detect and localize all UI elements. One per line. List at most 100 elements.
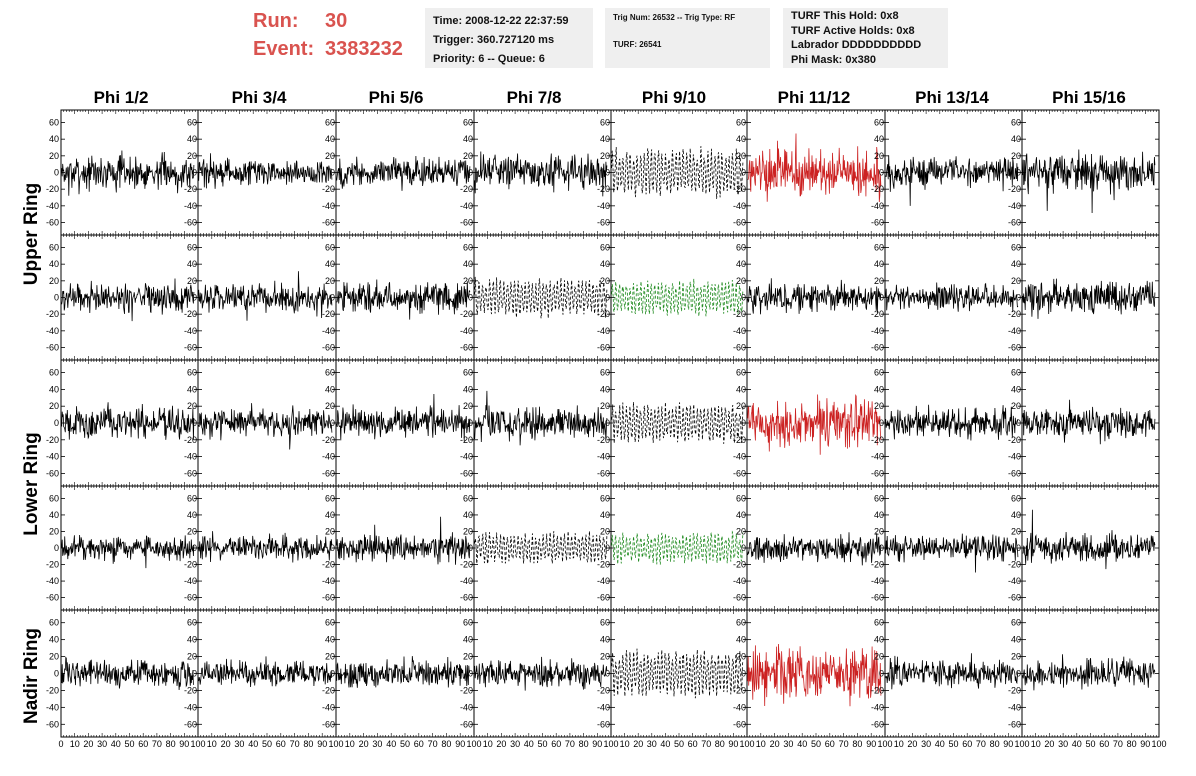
- y-tick-label: 60: [187, 618, 197, 628]
- y-tick-label: 0: [192, 669, 197, 679]
- y-tick-label: -60: [733, 719, 746, 729]
- x-tick-label: 80: [166, 739, 176, 749]
- y-tick-label: -20: [460, 435, 473, 445]
- y-tick-label: 20: [49, 276, 59, 286]
- y-tick-label: -20: [733, 560, 746, 570]
- y-tick-label: 60: [463, 243, 473, 253]
- y-tick-label: 40: [1011, 259, 1021, 269]
- y-tick-label: -60: [1008, 343, 1021, 353]
- y-tick-label: -40: [597, 452, 610, 462]
- y-tick-label: -60: [322, 343, 335, 353]
- y-tick-label: 20: [463, 652, 473, 662]
- y-tick-label: -60: [322, 218, 335, 228]
- x-tick-label: 70: [976, 739, 986, 749]
- waveform-trace: [337, 517, 470, 565]
- x-tick-label: 10: [345, 739, 355, 749]
- x-tick-label: 90: [317, 739, 327, 749]
- y-tick-label: 20: [1011, 276, 1021, 286]
- y-tick-label: -60: [871, 593, 884, 603]
- y-tick-label: -20: [460, 685, 473, 695]
- y-tick-label: -20: [46, 184, 59, 194]
- x-tick-label: 70: [565, 739, 575, 749]
- waveform-trace: [886, 405, 1018, 441]
- x-tick-label: 50: [262, 739, 272, 749]
- y-tick-label: 0: [1016, 293, 1021, 303]
- y-tick-label: -40: [184, 326, 197, 336]
- waveform-trace: [886, 653, 1018, 689]
- y-tick-label: 20: [1011, 401, 1021, 411]
- y-tick-label: 60: [463, 618, 473, 628]
- y-tick-label: 60: [600, 368, 610, 378]
- y-tick-label: -40: [1008, 702, 1021, 712]
- y-tick-label: 60: [600, 493, 610, 503]
- y-tick-label: 40: [325, 384, 335, 394]
- x-tick-label: 20: [633, 739, 643, 749]
- y-tick-label: 60: [1011, 493, 1021, 503]
- y-tick-label: -20: [733, 309, 746, 319]
- waveform-trace: [62, 535, 194, 568]
- y-tick-label: 20: [187, 652, 197, 662]
- y-tick-label: -20: [460, 184, 473, 194]
- y-tick-label: -40: [597, 326, 610, 336]
- x-tick-label: 70: [701, 739, 711, 749]
- y-tick-label: 0: [879, 418, 884, 428]
- x-tick-label: 80: [990, 739, 1000, 749]
- y-tick-label: 0: [605, 418, 610, 428]
- y-tick-label: 20: [49, 526, 59, 536]
- y-tick-label: -60: [871, 343, 884, 353]
- y-tick-label: 60: [874, 118, 884, 128]
- y-tick-label: 0: [468, 168, 473, 178]
- y-tick-label: -20: [46, 560, 59, 570]
- y-tick-label: 20: [736, 652, 746, 662]
- y-tick-label: 0: [54, 418, 59, 428]
- x-tick-label: 40: [386, 739, 396, 749]
- y-tick-label: 20: [325, 276, 335, 286]
- y-tick-label: 0: [54, 669, 59, 679]
- y-tick-label: -60: [597, 468, 610, 478]
- x-tick-label: 40: [111, 739, 121, 749]
- x-tick-label: 80: [579, 739, 589, 749]
- y-tick-label: 20: [874, 151, 884, 161]
- waveform-trace: [748, 395, 881, 455]
- y-tick-label: 0: [605, 293, 610, 303]
- x-tick-label: 100: [877, 739, 892, 749]
- y-tick-label: -20: [46, 309, 59, 319]
- waveform-trace: [748, 532, 881, 565]
- y-tick-label: 60: [736, 368, 746, 378]
- y-tick-label: 40: [874, 510, 884, 520]
- y-tick-label: 60: [874, 618, 884, 628]
- y-tick-label: -40: [597, 702, 610, 712]
- x-tick-label: 50: [674, 739, 684, 749]
- y-tick-label: 40: [463, 635, 473, 645]
- y-tick-label: 60: [1011, 243, 1021, 253]
- y-tick-label: 60: [187, 243, 197, 253]
- y-tick-label: -20: [1008, 184, 1021, 194]
- y-tick-label: 40: [600, 510, 610, 520]
- y-tick-label: 20: [463, 401, 473, 411]
- y-tick-label: 0: [192, 418, 197, 428]
- y-tick-label: -20: [597, 685, 610, 695]
- y-tick-label: 60: [1011, 618, 1021, 628]
- y-tick-label: 0: [1016, 418, 1021, 428]
- x-tick-label: 10: [620, 739, 630, 749]
- y-tick-label: 0: [54, 168, 59, 178]
- y-tick-label: 20: [187, 276, 197, 286]
- waveform-trace: [612, 146, 743, 199]
- y-tick-label: -60: [871, 218, 884, 228]
- y-tick-label: 20: [187, 401, 197, 411]
- x-tick-label: 10: [70, 739, 80, 749]
- y-tick-label: 60: [600, 618, 610, 628]
- y-tick-label: -40: [733, 452, 746, 462]
- y-tick-label: -20: [184, 685, 197, 695]
- x-tick-label: 20: [770, 739, 780, 749]
- x-tick-label: 80: [715, 739, 725, 749]
- x-tick-label: 40: [797, 739, 807, 749]
- waveform-trace: [612, 402, 743, 444]
- y-tick-label: -40: [46, 576, 59, 586]
- y-tick-label: 40: [463, 510, 473, 520]
- y-tick-label: 40: [187, 134, 197, 144]
- y-tick-label: -20: [733, 184, 746, 194]
- panel-frame: [474, 235, 611, 360]
- y-tick-label: 20: [325, 151, 335, 161]
